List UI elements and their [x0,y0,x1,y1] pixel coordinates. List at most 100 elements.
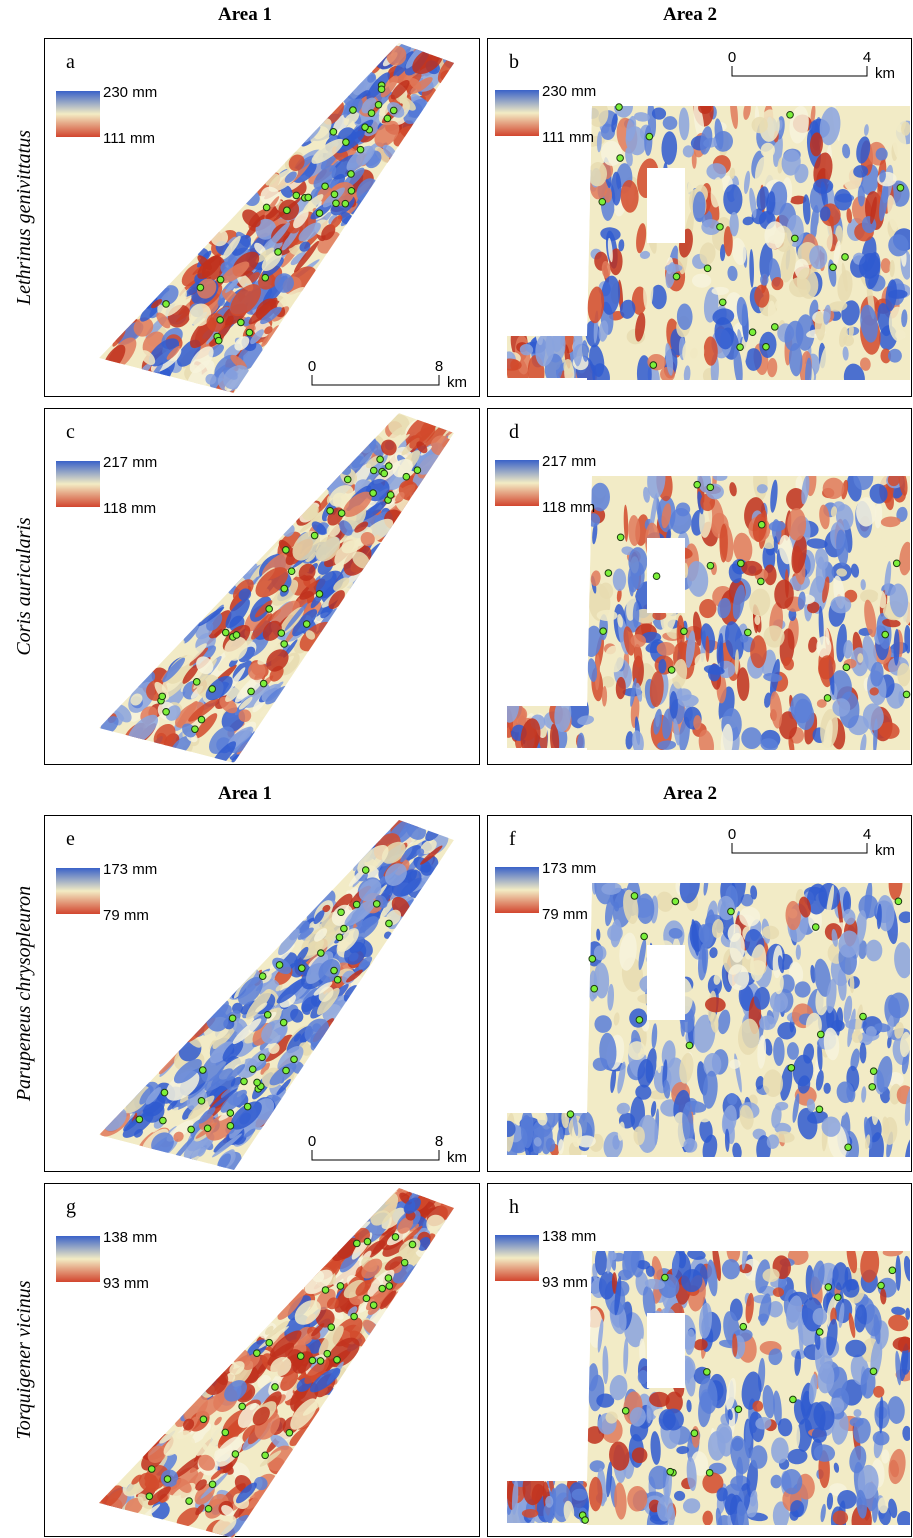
sample-site [222,1429,229,1436]
sample-site [286,1429,293,1436]
sample-site [348,187,355,194]
sample-site [845,1144,852,1151]
sample-site [378,86,385,93]
legend-max: 173 mm [542,860,596,877]
sample-site [209,1481,216,1488]
sample-site [217,317,224,324]
sample-site [136,1116,143,1123]
color-bar [495,867,539,913]
sample-site [869,1084,876,1091]
legend-max: 138 mm [103,1229,157,1246]
sample-site [889,1267,896,1274]
sample-site [662,1274,669,1281]
sample-site [260,680,267,687]
sample-site [248,688,255,695]
sample-site [342,200,349,207]
sample-site [387,492,394,499]
sample-site [334,976,341,983]
sample-site [327,507,334,514]
sample-site [719,299,726,306]
sample-site [379,1285,386,1292]
terrain-patch [589,1477,603,1512]
sample-site [233,632,240,639]
map-panel: g138 mm93 mm [45,1178,480,1538]
sample-site [200,1416,207,1423]
sample-site [309,1357,316,1364]
sample-site [238,319,245,326]
color-bar [495,460,539,506]
sample-site [409,1241,416,1248]
terrain-patch [822,1117,841,1137]
sample-site [259,1054,266,1061]
sample-site [650,362,657,369]
sample-site [160,1117,167,1124]
sample-site [843,664,850,671]
terrain-patch [723,184,742,215]
sample-site [305,194,312,201]
sample-site [414,467,421,474]
sample-site [717,224,724,231]
legend-max: 230 mm [542,83,596,100]
sample-site [146,1493,153,1500]
sample-site [263,204,270,211]
sample-site [357,146,364,153]
sample-site [262,274,269,281]
sample-site [163,301,170,308]
sample-site [266,1339,273,1346]
sample-site [617,155,624,162]
species-label: Lethrinus genivittatus [13,130,35,306]
sample-site [293,192,300,199]
column-header: Area 2 [663,4,717,25]
legend-min: 79 mm [103,907,149,924]
sample-site [217,276,224,283]
sample-site [792,235,799,242]
color-bar [56,1236,100,1282]
sample-site [163,708,170,715]
legend-max: 230 mm [103,84,157,101]
sample-site [298,965,305,972]
sample-site [198,1098,205,1105]
sample-site [668,667,675,674]
sample-site [375,101,382,108]
sample-site [646,133,653,140]
sample-site [386,1283,393,1290]
sample-site [681,628,688,635]
map-panel: a230 mm111 mm08km [45,38,480,406]
sample-site [336,934,343,941]
sample-site [816,1329,823,1336]
sample-site [324,1350,331,1357]
sample-site [790,1396,797,1403]
sample-site [897,184,904,191]
sample-site [275,249,282,256]
sample-site [824,695,831,702]
sample-site [706,1469,713,1476]
legend-min: 118 mm [103,500,156,517]
scale-start: 0 [728,49,736,66]
sample-site [860,1013,867,1020]
sample-site [222,629,229,636]
sample-site [351,1313,358,1320]
terrain-patch [873,1386,884,1398]
sample-site [758,578,765,585]
sample-site [749,329,756,336]
sample-site [772,324,779,331]
sample-site [197,284,204,291]
legend-min: 111 mm [103,130,155,147]
sample-site [812,924,819,931]
legend-max: 217 mm [542,453,596,470]
sample-site [344,476,351,483]
sample-site [401,1259,408,1266]
sample-site [280,1019,287,1026]
sample-site [882,631,889,638]
sample-site [330,129,337,136]
sample-site [903,691,910,698]
sample-site [272,1384,279,1391]
map-panel: c217 mm118 mm [45,407,480,774]
sample-site [244,1103,251,1110]
sample-site [297,1353,304,1360]
sample-site [333,200,340,207]
sample-site [622,1408,629,1415]
sample-site [159,693,166,700]
sample-site [148,1466,155,1473]
sample-site [232,1451,239,1458]
